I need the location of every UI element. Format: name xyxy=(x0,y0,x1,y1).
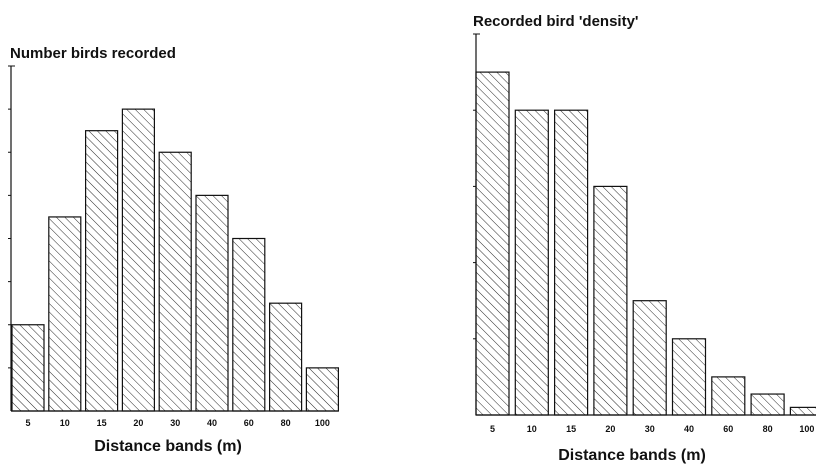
bar xyxy=(475,71,510,416)
bar xyxy=(121,108,156,412)
x-tick-label: 100 xyxy=(315,418,330,428)
x-tick-label: 5 xyxy=(490,424,495,434)
x-tick-label: 15 xyxy=(566,424,576,434)
x-tick-label: 80 xyxy=(281,418,291,428)
x-tick-label: 5 xyxy=(25,418,30,428)
bar xyxy=(711,376,746,416)
x-tick-label: 40 xyxy=(207,418,217,428)
bar xyxy=(750,393,785,416)
bar xyxy=(553,109,589,416)
bar xyxy=(632,300,667,416)
x-tick-label: 100 xyxy=(799,424,814,434)
x-tick-label: 20 xyxy=(133,418,143,428)
x-tick-label: 20 xyxy=(605,424,615,434)
bar xyxy=(84,130,119,412)
bar xyxy=(593,185,628,416)
x-tick-label: 30 xyxy=(645,424,655,434)
bar xyxy=(195,194,229,412)
bar xyxy=(48,216,82,412)
x-tick-label: 60 xyxy=(723,424,733,434)
bar xyxy=(11,324,45,412)
bars xyxy=(475,71,816,416)
bar xyxy=(789,406,816,416)
x-tick-label: 10 xyxy=(527,424,537,434)
x-tick-label: 80 xyxy=(763,424,773,434)
x-tick-label: 60 xyxy=(244,418,254,428)
x-tick-label: 15 xyxy=(97,418,107,428)
x-tick-label: 40 xyxy=(684,424,694,434)
x-tick-label: 30 xyxy=(170,418,180,428)
x-axis-label: Distance bands (m) xyxy=(94,438,242,455)
x-tick-label: 10 xyxy=(60,418,70,428)
x-axis-label: Distance bands (m) xyxy=(558,447,706,464)
tick-labels: 5 10 15 20 30 40 60 80 100 xyxy=(490,424,814,434)
tick-labels: 5 10 15 20 30 40 60 80 100 xyxy=(25,418,329,428)
bar xyxy=(269,302,303,412)
chart-title: Recorded bird 'density' xyxy=(473,13,639,30)
bar xyxy=(305,367,339,412)
bars xyxy=(11,108,339,412)
bar xyxy=(158,151,192,412)
bar xyxy=(232,237,266,412)
bar xyxy=(514,109,549,416)
chart-title: Number birds recorded xyxy=(10,45,176,62)
chart-bird-density: Recorded bird 'density' 5 10 15 20 30 40 60 80 1… xyxy=(473,13,816,464)
chart-number-birds: Number birds recorded 5 10 15 20 30 40 60 80 100… xyxy=(8,45,339,455)
bar xyxy=(671,338,707,416)
